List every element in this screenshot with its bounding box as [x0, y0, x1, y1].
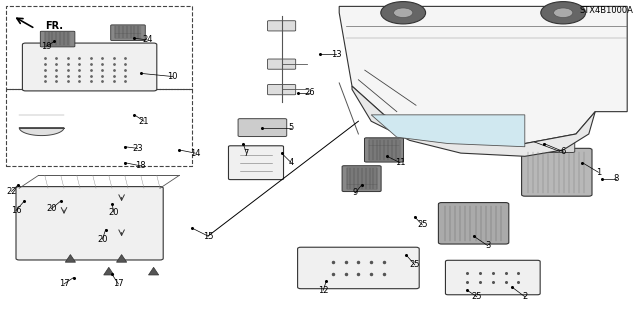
FancyBboxPatch shape [111, 25, 145, 41]
FancyBboxPatch shape [16, 187, 163, 260]
Text: 4: 4 [289, 158, 294, 167]
FancyBboxPatch shape [238, 119, 287, 137]
Text: 18: 18 [136, 161, 146, 170]
Polygon shape [352, 86, 595, 156]
FancyBboxPatch shape [445, 260, 540, 295]
Polygon shape [371, 115, 525, 147]
Text: 26: 26 [305, 88, 315, 97]
Polygon shape [104, 267, 114, 275]
Text: STX4B1000A: STX4B1000A [580, 6, 634, 15]
Text: 6: 6 [561, 147, 566, 156]
FancyBboxPatch shape [365, 138, 404, 162]
Text: 9: 9 [353, 189, 358, 197]
Text: 20: 20 [97, 235, 108, 244]
FancyBboxPatch shape [298, 247, 419, 289]
Text: 13: 13 [331, 50, 341, 59]
Text: 20: 20 [109, 208, 119, 217]
FancyBboxPatch shape [268, 59, 296, 69]
Polygon shape [339, 6, 627, 144]
Circle shape [554, 8, 573, 18]
FancyBboxPatch shape [268, 85, 296, 95]
FancyBboxPatch shape [522, 148, 592, 196]
FancyBboxPatch shape [22, 43, 157, 91]
Circle shape [541, 2, 586, 24]
Text: 25: 25 [410, 260, 420, 269]
Text: 22: 22 [6, 187, 17, 196]
Text: 20: 20 [46, 204, 56, 213]
Text: 1: 1 [596, 168, 601, 177]
Text: 19: 19 [41, 42, 51, 51]
Text: 11: 11 [395, 158, 405, 167]
Text: 14: 14 [190, 149, 200, 158]
Text: 2: 2 [522, 292, 527, 301]
FancyBboxPatch shape [228, 146, 284, 180]
Text: 16: 16 [11, 206, 21, 215]
Text: 25: 25 [472, 292, 482, 301]
Text: 15: 15 [203, 232, 213, 241]
Text: 24: 24 [142, 35, 152, 44]
Polygon shape [19, 128, 64, 136]
Circle shape [381, 2, 426, 24]
Text: 5: 5 [289, 123, 294, 132]
Text: 17: 17 [59, 279, 69, 288]
Text: 17: 17 [113, 279, 124, 288]
FancyBboxPatch shape [438, 203, 509, 244]
Text: 3: 3 [485, 241, 490, 250]
FancyBboxPatch shape [342, 166, 381, 191]
Text: 10: 10 [168, 72, 178, 81]
Polygon shape [116, 255, 127, 262]
Text: 25: 25 [417, 220, 428, 229]
Circle shape [394, 8, 413, 18]
Text: 23: 23 [132, 144, 143, 153]
Polygon shape [148, 267, 159, 275]
Text: 21: 21 [139, 117, 149, 126]
FancyBboxPatch shape [40, 31, 75, 47]
Text: 8: 8 [613, 174, 618, 183]
Text: 12: 12 [318, 286, 328, 295]
Text: 7: 7 [244, 149, 249, 158]
FancyBboxPatch shape [526, 122, 575, 152]
FancyBboxPatch shape [268, 21, 296, 31]
Text: FR.: FR. [45, 20, 63, 31]
Polygon shape [65, 255, 76, 262]
